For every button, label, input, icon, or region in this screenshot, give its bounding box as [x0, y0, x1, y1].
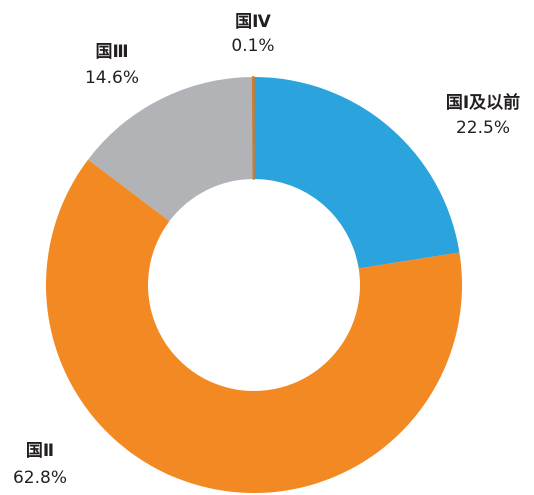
- segment-name: 国Ⅱ: [26, 441, 54, 461]
- segment-name: 国Ⅲ: [95, 42, 128, 62]
- segment-value-label: 62.8%: [13, 468, 67, 488]
- donut-segment: [254, 77, 460, 269]
- donut-segment: [251, 76, 255, 180]
- donut-segment: [88, 77, 254, 222]
- segment-value-label: 22.5%: [456, 118, 510, 138]
- segment-value-label: 0.1%: [231, 36, 274, 56]
- segment-name: 国Ⅳ: [235, 12, 271, 32]
- donut-segment: [46, 159, 462, 494]
- segment-value-label: 14.6%: [85, 68, 139, 88]
- segment-name: 国Ⅰ及以前: [446, 92, 520, 113]
